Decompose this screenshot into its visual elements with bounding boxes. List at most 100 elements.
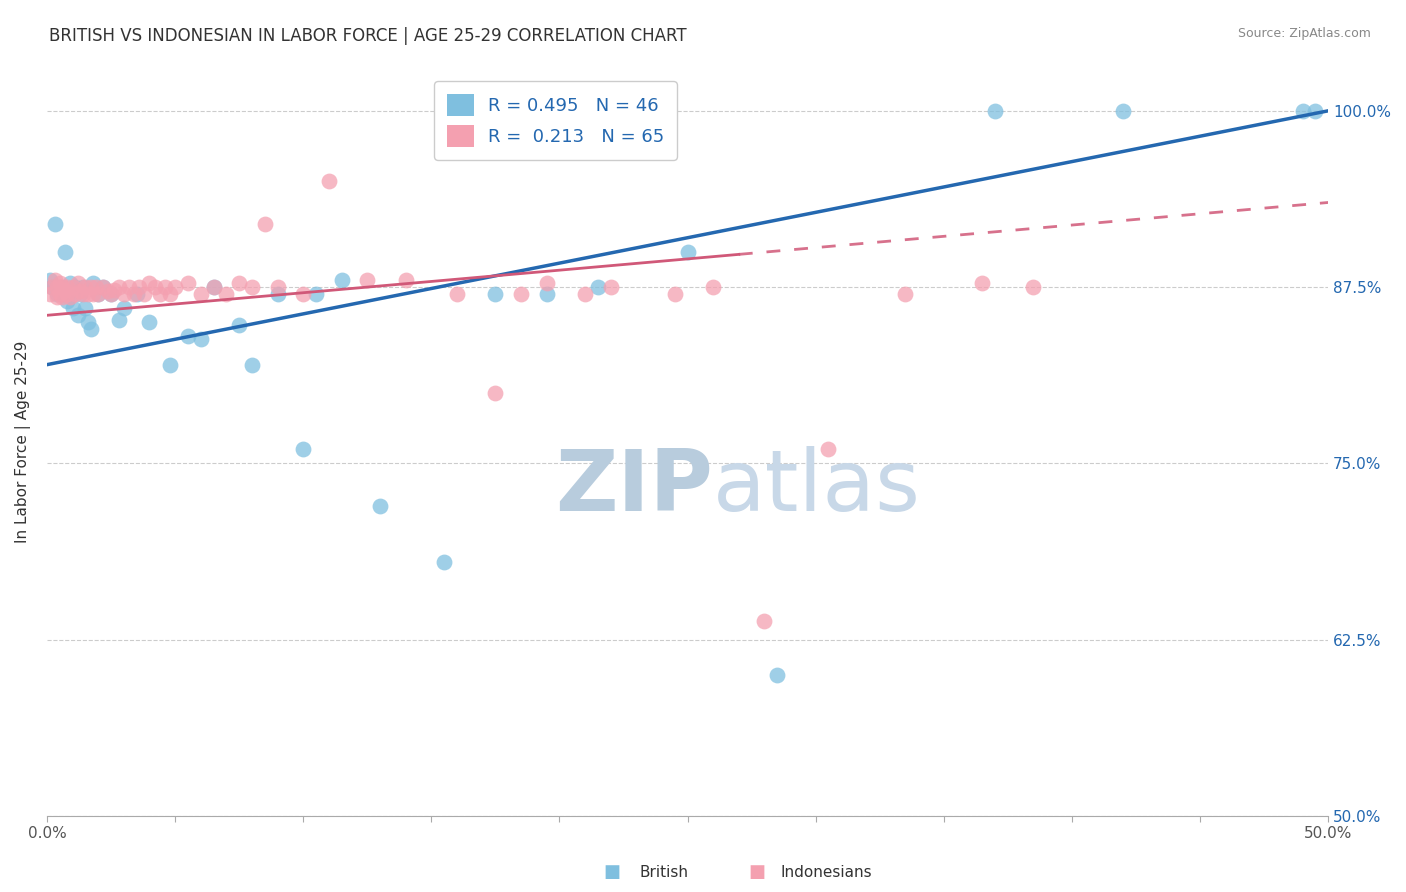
Point (59, 290, 82, 304)
Point (128, 280, 150, 294)
Point (536, 287, 558, 301)
Point (1305, 103, 1327, 118)
Point (536, 276, 558, 290)
Point (292, 442, 315, 457)
Text: Indonesians: Indonesians (780, 865, 872, 880)
Point (38, 273, 60, 287)
Point (93, 280, 115, 294)
Point (318, 174, 340, 188)
Point (395, 273, 418, 287)
Point (107, 312, 129, 326)
Point (446, 287, 468, 301)
Point (77, 287, 100, 301)
Point (82, 276, 104, 290)
Point (79, 322, 101, 336)
Point (53, 283, 76, 297)
Point (103, 283, 125, 297)
Point (766, 668, 789, 682)
Point (72, 280, 94, 294)
Point (190, 287, 212, 301)
Point (69, 287, 91, 301)
Point (100, 287, 122, 301)
Point (484, 287, 506, 301)
Point (69, 285, 91, 299)
Text: ZIP: ZIP (555, 446, 713, 529)
Point (149, 287, 172, 301)
Point (153, 280, 176, 294)
Point (112, 287, 135, 301)
Point (49, 276, 72, 290)
Point (215, 287, 238, 301)
Point (702, 280, 724, 294)
Point (240, 358, 263, 372)
Point (46, 280, 69, 294)
Legend: R = 0.495   N = 46, R =  0.213   N = 65: R = 0.495 N = 46, R = 0.213 N = 65 (434, 81, 678, 160)
Point (510, 287, 533, 301)
Point (228, 276, 250, 290)
Point (305, 287, 328, 301)
Point (87, 287, 110, 301)
Point (63, 280, 86, 294)
Point (44, 217, 66, 231)
Point (56, 294, 79, 309)
Y-axis label: In Labor Force | Age 25-29: In Labor Force | Age 25-29 (15, 341, 31, 543)
Point (53, 244, 76, 259)
Point (125, 287, 148, 301)
Point (165, 280, 187, 294)
Point (894, 287, 917, 301)
Point (817, 442, 839, 457)
Point (574, 287, 596, 301)
Point (266, 280, 288, 294)
Point (1112, 103, 1135, 118)
Text: Source: ZipAtlas.com: Source: ZipAtlas.com (1237, 27, 1371, 40)
Text: ■: ■ (748, 863, 765, 881)
Text: ■: ■ (603, 863, 620, 881)
Point (41, 280, 63, 294)
Point (82, 287, 104, 301)
Point (599, 280, 621, 294)
Point (433, 555, 456, 569)
Point (202, 280, 225, 294)
Point (79, 280, 101, 294)
Point (266, 287, 288, 301)
Point (112, 301, 135, 316)
Point (138, 315, 160, 329)
Point (122, 287, 145, 301)
Point (118, 280, 141, 294)
Point (190, 332, 212, 346)
Text: British: British (640, 865, 689, 880)
Point (202, 280, 225, 294)
Point (51, 290, 73, 304)
Point (77, 315, 100, 329)
Point (66, 276, 89, 290)
Point (330, 273, 353, 287)
Point (1022, 280, 1045, 294)
Point (51, 280, 73, 294)
Point (134, 287, 156, 301)
Point (44, 273, 66, 287)
Point (41, 280, 63, 294)
Point (46, 290, 69, 304)
Point (586, 280, 609, 294)
Point (159, 287, 181, 301)
Text: atlas: atlas (713, 446, 921, 529)
Point (240, 280, 263, 294)
Point (1291, 103, 1313, 118)
Point (972, 276, 994, 290)
Point (676, 244, 699, 259)
Point (49, 280, 72, 294)
Point (100, 287, 122, 301)
Point (59, 276, 82, 290)
Point (754, 615, 776, 629)
Point (664, 287, 686, 301)
Point (56, 287, 79, 301)
Point (356, 273, 378, 287)
Point (72, 287, 94, 301)
Point (228, 318, 250, 333)
Point (46, 287, 69, 301)
Point (75, 280, 97, 294)
Point (177, 276, 200, 290)
Point (49, 287, 72, 301)
Point (143, 280, 166, 294)
Point (292, 287, 315, 301)
